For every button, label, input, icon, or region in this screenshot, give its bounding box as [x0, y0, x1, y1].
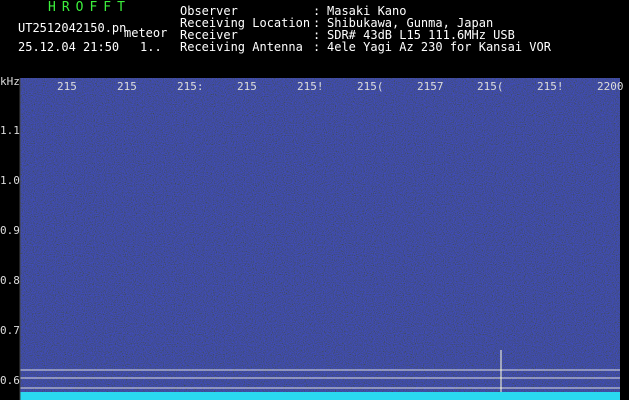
info-label: Receiving Location: [180, 16, 311, 30]
time-label: 215: [117, 80, 137, 93]
info-value: 4ele Yagi Az 230 for Kansai VOR: [327, 40, 551, 54]
info-value: Masaki Kano: [327, 4, 407, 18]
info-value: Shibukawa, Gunma, Japan: [327, 16, 494, 30]
freq-label: 0.6: [0, 374, 20, 387]
date-time: 25.12.04 21:50: [18, 40, 120, 54]
info-label: Receiving Antenna: [180, 40, 303, 54]
info-label: Receiver: [180, 28, 238, 42]
time-label: 215!: [537, 80, 564, 93]
time-label: 215: [237, 80, 257, 93]
unit-label: kHz: [0, 75, 20, 88]
time-label: 215: [57, 80, 77, 93]
time-label: 2157: [417, 80, 444, 93]
freq-label: 0.8: [0, 274, 20, 287]
freq-label: 1.1: [0, 124, 20, 137]
time-label: 215!: [297, 80, 324, 93]
app-title: HROFFT: [48, 0, 131, 15]
info-separator: :: [313, 16, 321, 30]
info-separator: :: [313, 4, 321, 18]
file-name: UT2512042150.pn: [18, 21, 127, 35]
info-separator: :: [313, 28, 321, 42]
file-tag: meteor: [124, 26, 168, 40]
noise-field: [20, 78, 620, 400]
freq-label: 0.9: [0, 224, 20, 237]
baseline-band: [20, 392, 620, 400]
freq-label: 0.7: [0, 324, 20, 337]
time-label: 215(: [357, 80, 384, 93]
noise-tint: [20, 78, 620, 400]
info-separator: :: [313, 40, 321, 54]
time-label: 2200: [597, 80, 624, 93]
frame-index: 1..: [140, 40, 162, 54]
freq-label: 1.0: [0, 174, 20, 187]
info-value: SDR# 43dB L15 111.6MHz USB: [327, 28, 515, 42]
time-label: 215:: [177, 80, 204, 93]
info-label: Observer: [180, 4, 238, 18]
time-label: 215(: [477, 80, 504, 93]
